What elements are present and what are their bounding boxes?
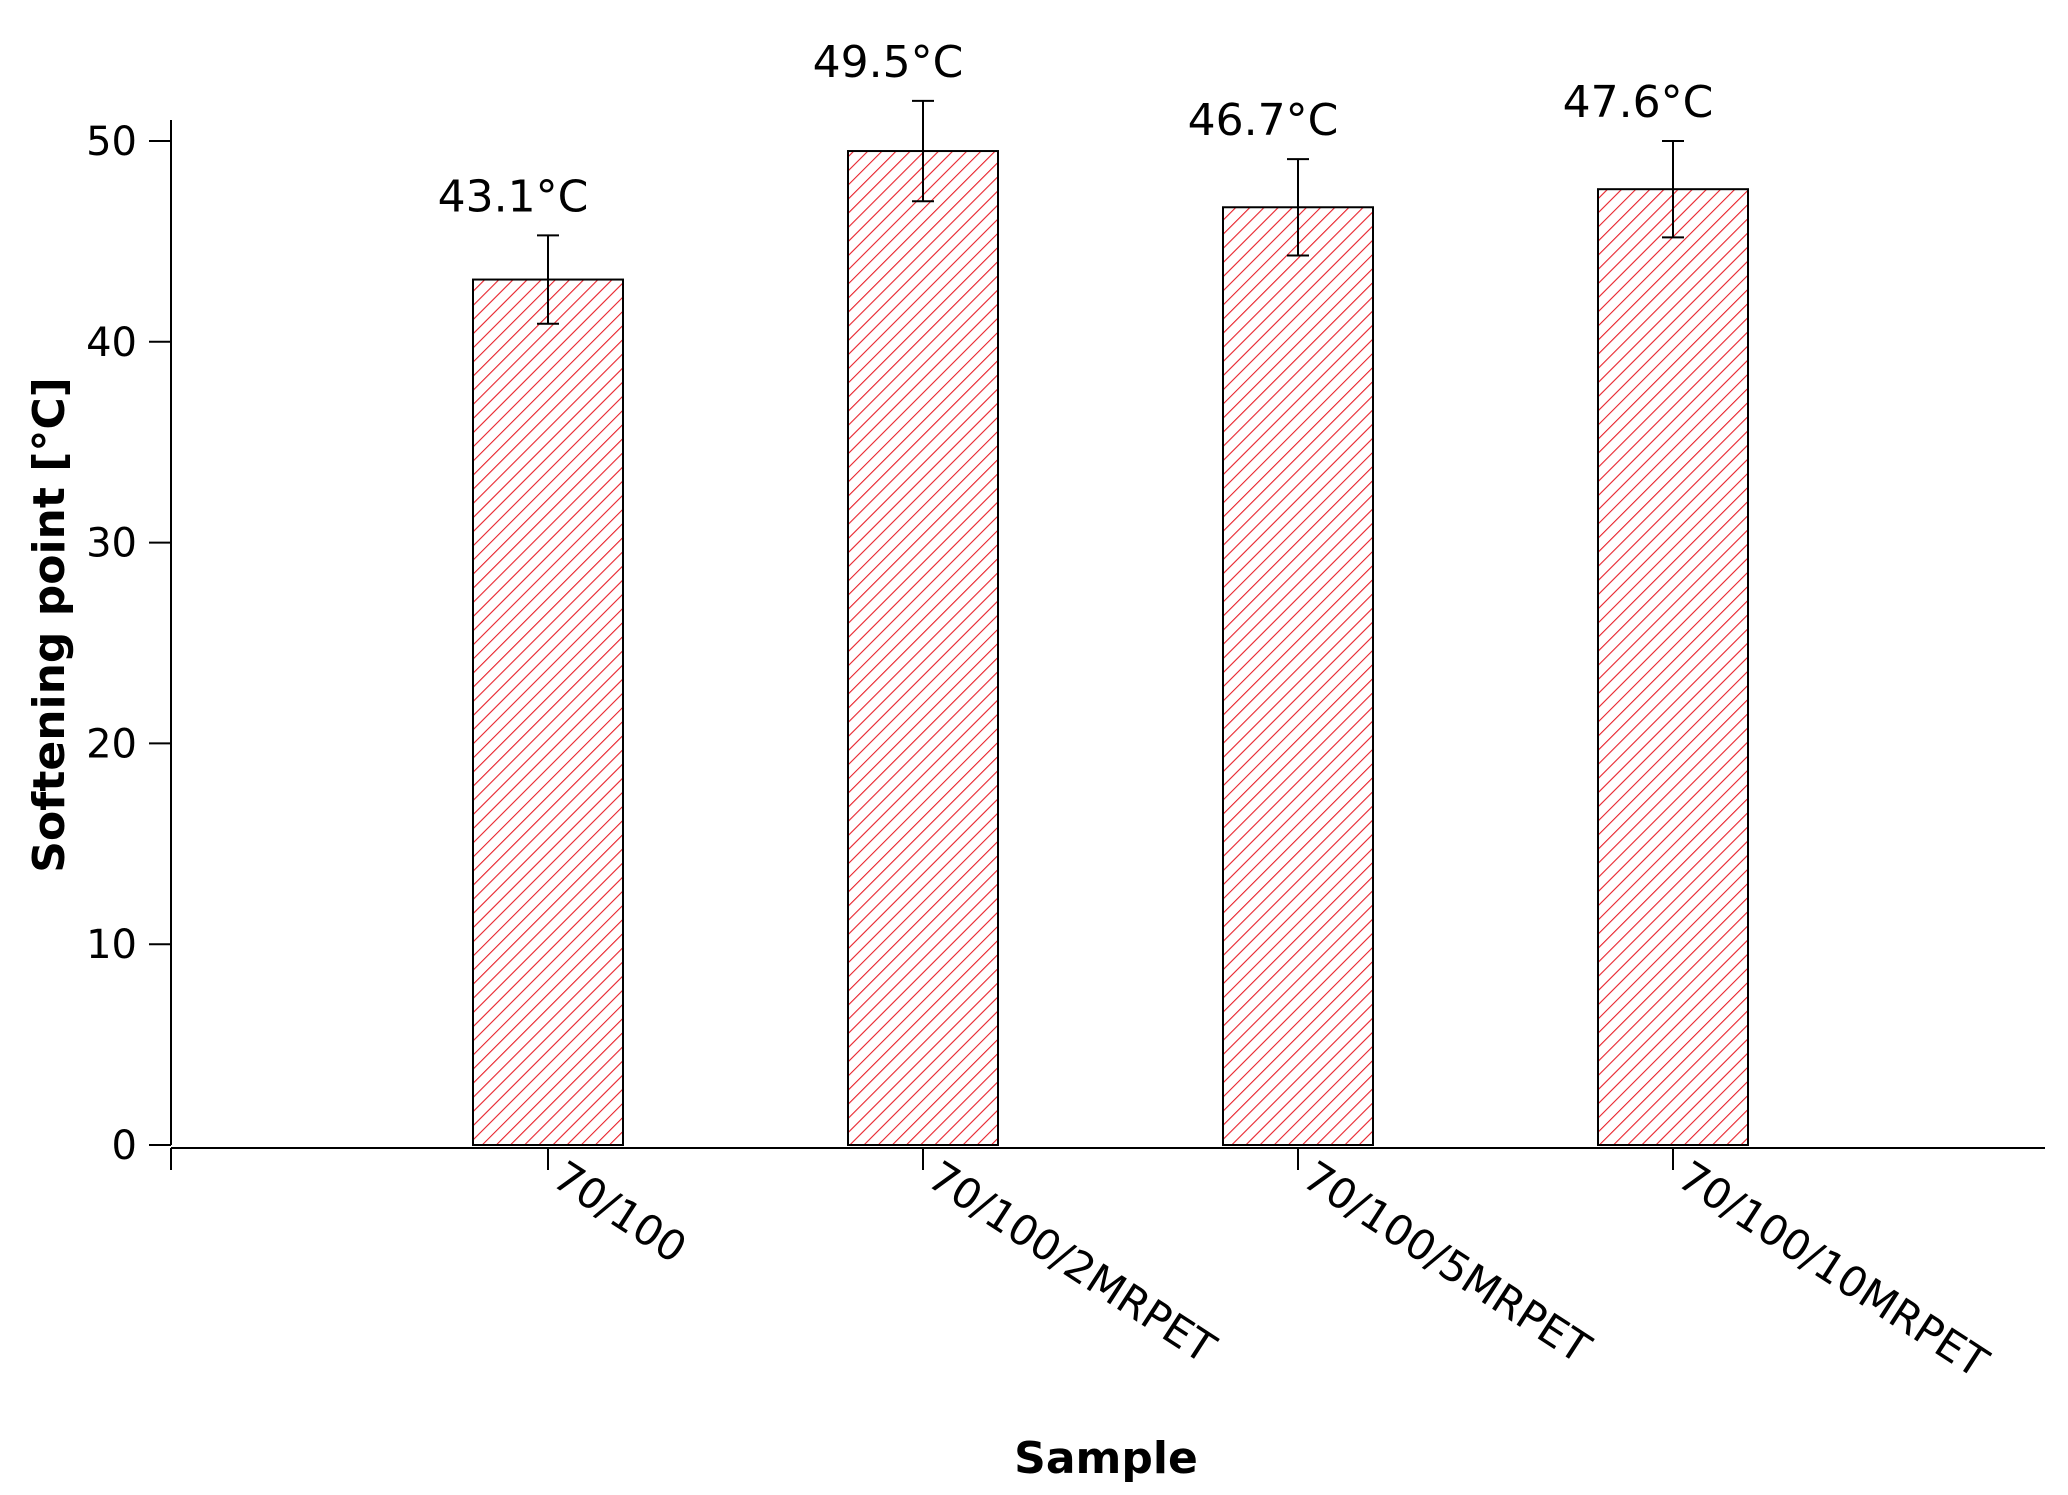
x-tick-label: 70/100/10MRPET: [1670, 1151, 1997, 1387]
x-axis-title: Sample: [1014, 1433, 1198, 1484]
y-axis-title: Softening point [°C]: [24, 377, 75, 872]
x-tick-label: 70/100/5MRPET: [1295, 1151, 1600, 1373]
y-tick-label: 20: [86, 721, 137, 767]
y-axis: 0 10 20 30 40 50: [86, 119, 172, 1169]
data-label: 47.6°C: [1563, 77, 1714, 128]
x-axis: 70/100 70/100/2MRPET 70/100/5MRPET 70/100/1…: [170, 1147, 2045, 1388]
bars-group: 43.1°C 49.5°C 46.7°C 47.6°C: [438, 37, 1749, 1147]
y-tick-label: 10: [86, 922, 137, 968]
x-tick-label: 70/100: [545, 1151, 696, 1273]
y-tick-label: 40: [86, 320, 137, 366]
y-tick-label: 0: [112, 1123, 137, 1169]
x-tick-label: 70/100/2MRPET: [920, 1151, 1225, 1373]
bar-1: [472, 278, 624, 1146]
data-label: 49.5°C: [813, 37, 964, 88]
y-tick-label: 30: [86, 521, 137, 567]
data-label: 43.1°C: [438, 171, 589, 222]
bar-4: [1597, 188, 1749, 1146]
y-tick-label: 50: [86, 119, 137, 165]
bar-3: [1222, 206, 1374, 1147]
bar-2: [847, 150, 999, 1147]
data-label: 46.7°C: [1188, 95, 1339, 146]
